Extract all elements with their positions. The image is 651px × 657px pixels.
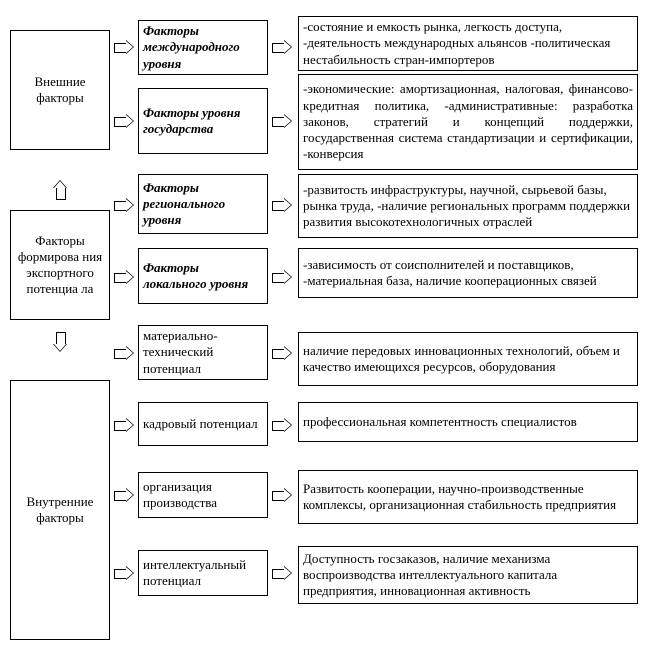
arrow-ext-row-1 bbox=[114, 114, 134, 128]
factor-label-1: Факторы уровня государства bbox=[138, 88, 268, 154]
arrow-label-desc-5 bbox=[272, 418, 292, 432]
arrow-int-row-2 bbox=[114, 488, 134, 502]
factor-label-7: интеллектуальный потенциал bbox=[138, 550, 268, 596]
arrow-label-desc-3 bbox=[272, 270, 292, 284]
factor-desc-1: -экономические: амортизационная, налогов… bbox=[298, 74, 638, 170]
arrow-label-desc-1 bbox=[272, 114, 292, 128]
arrow-int-row-0 bbox=[114, 346, 134, 360]
arrow-root-to-internal bbox=[53, 332, 67, 352]
factors-flowchart: Факторы формирова ния экспортного потенц… bbox=[10, 10, 641, 647]
factor-label-4: материально-технический потенциал bbox=[138, 325, 268, 380]
arrow-label-desc-4 bbox=[272, 346, 292, 360]
internal-factors-box: Внутренние факторы bbox=[10, 380, 110, 640]
arrow-label-desc-6 bbox=[272, 488, 292, 502]
factor-label-3: Факторы локального уровня bbox=[138, 248, 268, 304]
root-box: Факторы формирова ния экспортного потенц… bbox=[10, 210, 110, 320]
arrow-label-desc-7 bbox=[272, 566, 292, 580]
factor-label-0: Факторы международного уровня bbox=[138, 20, 268, 75]
factor-desc-6: Развитость кооперации, научно-производст… bbox=[298, 470, 638, 524]
arrow-ext-row-3 bbox=[114, 270, 134, 284]
arrow-label-desc-0 bbox=[272, 40, 292, 54]
external-factors-box: Внешние факторы bbox=[10, 30, 110, 150]
factor-label-6: организация производства bbox=[138, 472, 268, 518]
arrow-root-to-external bbox=[53, 180, 67, 200]
arrow-ext-row-0 bbox=[114, 40, 134, 54]
factor-desc-5: профессиональная компетентность специали… bbox=[298, 402, 638, 442]
factor-desc-4: наличие передовых инновационных технолог… bbox=[298, 332, 638, 386]
arrow-int-row-1 bbox=[114, 418, 134, 432]
factor-desc-2: -развитость инфраструктуры, научной, сыр… bbox=[298, 174, 638, 238]
arrow-int-row-3 bbox=[114, 566, 134, 580]
factor-label-2: Факторы регионального уровня bbox=[138, 174, 268, 234]
factor-desc-0: -состояние и емкость рынка, легкость дос… bbox=[298, 16, 638, 71]
arrow-label-desc-2 bbox=[272, 198, 292, 212]
factor-desc-7: Доступность госзаказов, наличие механизм… bbox=[298, 546, 638, 604]
factor-desc-3: -зависимость от соисполнителей и поставщ… bbox=[298, 248, 638, 298]
arrow-ext-row-2 bbox=[114, 198, 134, 212]
factor-label-5: кадровый потенциал bbox=[138, 402, 268, 446]
